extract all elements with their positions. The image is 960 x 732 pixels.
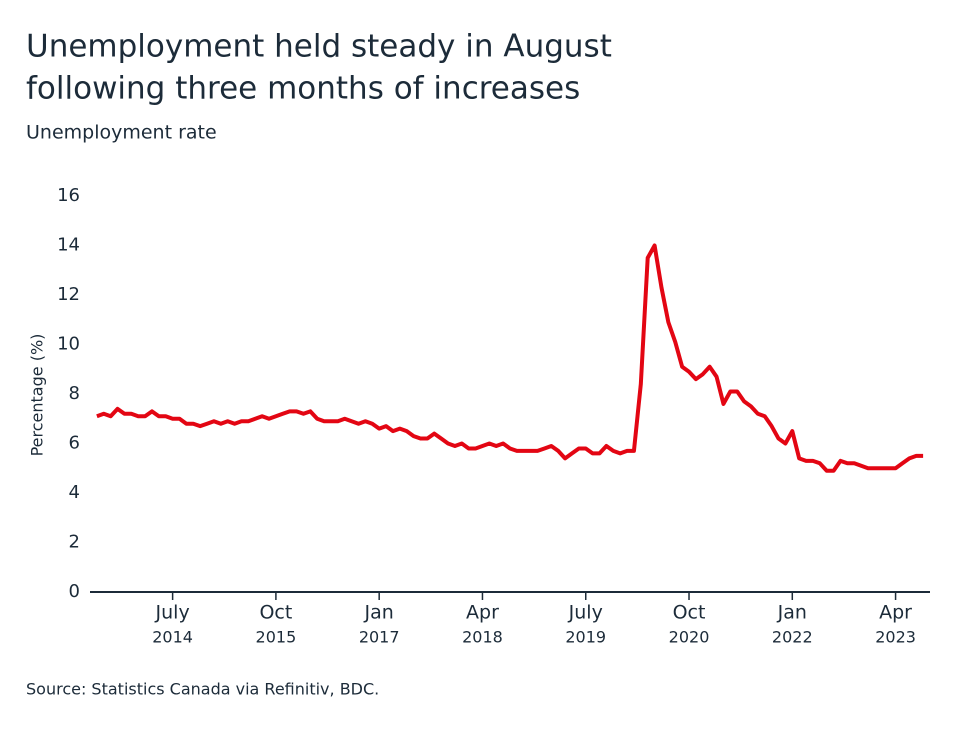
x-tick-label: Apr <box>879 602 912 624</box>
y-tick-label: 12 <box>57 284 80 305</box>
y-tick-label: 4 <box>69 482 80 503</box>
chart-subtitle: Unemployment rate <box>26 122 217 144</box>
x-tick-label: 2022 <box>772 628 813 647</box>
chart-title: Unemployment held steady in August <box>26 29 612 65</box>
y-tick-label: 14 <box>57 235 80 256</box>
y-tick-label: 0 <box>69 581 80 602</box>
x-tick-label: Jan <box>364 602 394 624</box>
x-tick-label: Oct <box>259 602 292 624</box>
y-tick-label: 6 <box>69 433 80 454</box>
x-tick-label: 2017 <box>359 628 400 647</box>
y-tick-label: 8 <box>69 383 80 404</box>
x-tick-label: Apr <box>466 602 499 624</box>
y-tick-label: 2 <box>69 532 80 553</box>
x-tick-label: Oct <box>673 602 706 624</box>
x-tick-label: 2015 <box>256 628 297 647</box>
x-tick-label: 2018 <box>462 628 503 647</box>
x-tick-label: 2020 <box>669 628 710 647</box>
x-tick-label: July <box>568 602 603 624</box>
y-tick-label: 16 <box>57 185 80 206</box>
x-tick-label: 2014 <box>152 628 193 647</box>
y-axis-label: Percentage (%) <box>28 334 47 457</box>
data-line <box>96 243 924 473</box>
x-tick-label: July <box>155 602 190 624</box>
x-tick-label: 2023 <box>875 628 916 647</box>
x-tick-label: Jan <box>777 602 807 624</box>
x-tick-label: 2019 <box>565 628 606 647</box>
chart-title: following three months of increases <box>26 71 580 107</box>
source: Source: Statistics Canada via Refinitiv,… <box>26 680 379 699</box>
y-tick-label: 10 <box>57 334 80 355</box>
